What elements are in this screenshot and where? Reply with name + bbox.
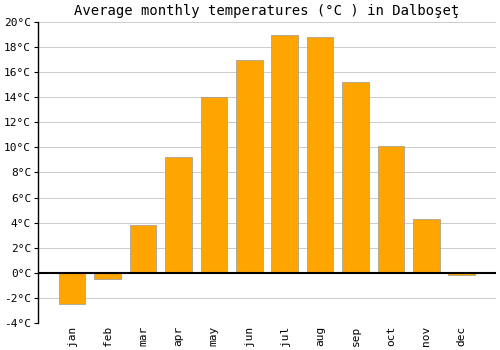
Bar	[272, 35, 298, 273]
Bar	[307, 37, 334, 273]
Bar	[200, 97, 227, 273]
Bar	[236, 60, 262, 273]
Bar	[413, 219, 440, 273]
Bar	[165, 158, 192, 273]
Bar	[448, 273, 475, 275]
Bar	[94, 273, 121, 279]
Bar	[342, 82, 369, 273]
Title: Average monthly temperatures (°C ) in Dalboşeţ: Average monthly temperatures (°C ) in Da…	[74, 4, 460, 18]
Bar	[378, 146, 404, 273]
Bar	[130, 225, 156, 273]
Bar	[59, 273, 86, 304]
